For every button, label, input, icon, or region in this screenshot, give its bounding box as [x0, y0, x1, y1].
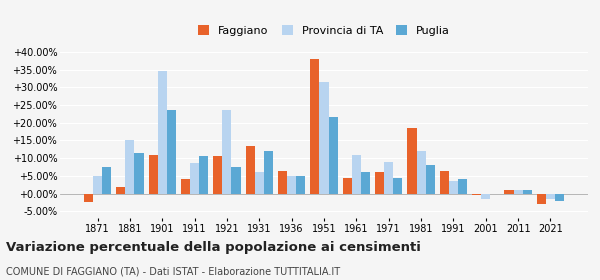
Bar [458, 179, 467, 193]
Bar [158, 71, 167, 193]
Bar [555, 193, 564, 201]
Bar [449, 181, 458, 193]
Bar [416, 151, 425, 193]
Bar [214, 157, 223, 193]
Bar [181, 179, 190, 193]
Bar [352, 155, 361, 193]
Bar [343, 178, 352, 193]
Bar [393, 178, 402, 193]
Bar [199, 157, 208, 193]
Bar [523, 190, 532, 193]
Bar [125, 141, 134, 193]
Bar [472, 193, 481, 195]
Bar [310, 59, 319, 193]
Bar [296, 176, 305, 193]
Bar [93, 176, 102, 193]
Bar [134, 153, 143, 193]
Bar [375, 172, 384, 193]
Text: Variazione percentuale della popolazione ai censimenti: Variazione percentuale della popolazione… [6, 241, 421, 254]
Bar [440, 171, 449, 193]
Bar [481, 193, 490, 199]
Bar [167, 110, 176, 193]
Bar [537, 193, 546, 204]
Bar [407, 128, 416, 193]
Bar [384, 162, 393, 193]
Bar [287, 176, 296, 193]
Bar [232, 167, 241, 193]
Bar [361, 172, 370, 193]
Bar [116, 186, 125, 193]
Bar [84, 193, 93, 202]
Bar [546, 193, 555, 199]
Bar [149, 155, 158, 193]
Text: COMUNE DI FAGGIANO (TA) - Dati ISTAT - Elaborazione TUTTITALIA.IT: COMUNE DI FAGGIANO (TA) - Dati ISTAT - E… [6, 266, 340, 276]
Bar [102, 167, 111, 193]
Bar [505, 190, 514, 193]
Bar [278, 171, 287, 193]
Legend: Faggiano, Provincia di TA, Puglia: Faggiano, Provincia di TA, Puglia [198, 25, 450, 36]
Bar [223, 110, 232, 193]
Bar [255, 172, 264, 193]
Bar [264, 151, 273, 193]
Bar [329, 117, 338, 193]
Bar [319, 82, 329, 193]
Bar [514, 190, 523, 193]
Bar [246, 146, 255, 193]
Bar [425, 165, 434, 193]
Bar [190, 164, 199, 193]
